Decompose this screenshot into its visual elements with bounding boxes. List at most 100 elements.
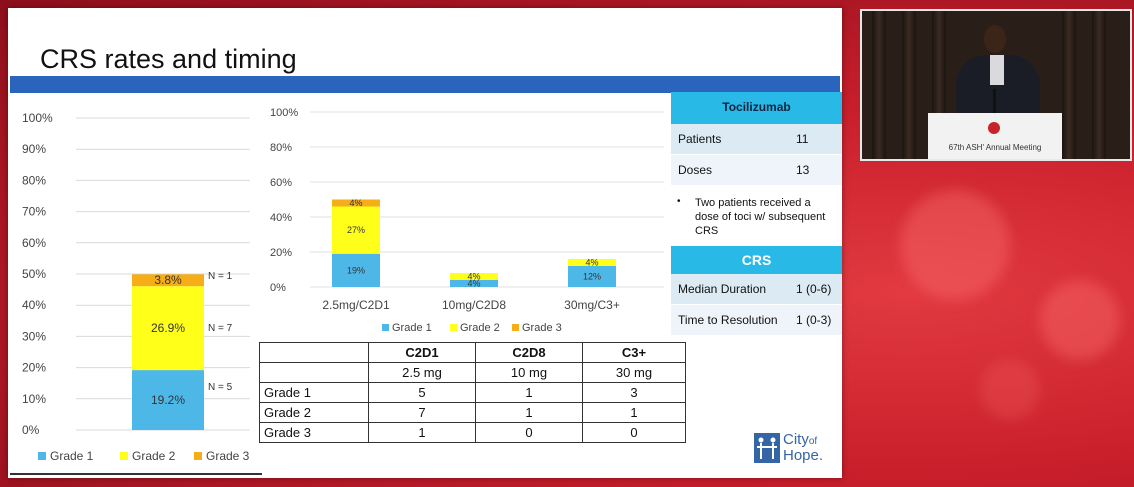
bar-segment <box>132 286 204 371</box>
y-tick-label: 40% <box>270 212 292 224</box>
toci-row-label: Doses <box>678 163 713 177</box>
toci-row-value: 13 <box>796 163 810 177</box>
table-header-cell: C2D8 <box>475 342 583 363</box>
legend-label: Grade 2 <box>460 322 500 334</box>
toci-row-patients: Patients 11 <box>671 124 842 155</box>
toci-row-doses: Doses 13 <box>671 155 842 186</box>
legend-label: Grade 1 <box>50 449 94 463</box>
legend-swatch <box>194 452 202 460</box>
tocilizumab-header: Tocilizumab <box>671 92 842 124</box>
legend-swatch <box>38 452 46 460</box>
x-tick-label: 2.5mg/C2D1 <box>322 298 390 312</box>
slide-title: CRS rates and timing <box>40 44 297 74</box>
crs-row-time-to-resolution: Time to Resolution 1 (0-3) <box>671 305 842 336</box>
presentation-slide: CRS rates and timing 0% 10% 20% 30% 40% 50% 60… <box>8 8 842 478</box>
x-tick-label: 10mg/C2D8 <box>442 298 506 312</box>
y-tick-label: 60% <box>22 236 46 250</box>
data-label: 12% <box>583 272 601 282</box>
y-tick-label: 20% <box>22 361 46 375</box>
legend-label: Grade 3 <box>206 449 250 463</box>
table-cell: 1 <box>475 402 583 423</box>
table-header-cell <box>259 342 369 363</box>
y-tick-label: 100% <box>22 111 53 125</box>
x-tick-label: 30mg/C3+ <box>564 298 620 312</box>
toci-row-label: Patients <box>678 132 722 146</box>
n-label: N = 1 <box>208 271 233 282</box>
dose-table: C2D1 C2D8 C3+ 2.5 mg 10 mg 30 mg Grade 1… <box>259 342 686 443</box>
legend-label: Grade 3 <box>522 322 562 334</box>
bar-segment <box>568 259 616 266</box>
legend-swatch <box>512 324 519 331</box>
y-tick-label: 100% <box>270 107 298 119</box>
podium: 67th ASH' Annual Meeting <box>928 113 1062 159</box>
bar-segment <box>132 370 204 430</box>
y-tick-label: 60% <box>270 177 292 189</box>
legend-label: Grade 2 <box>132 449 176 463</box>
microphone-icon <box>993 89 996 115</box>
bar-segment <box>450 273 498 280</box>
table-cell: 1 <box>368 422 476 443</box>
table-row: Grade 1 5 1 3 <box>259 382 686 403</box>
y-tick-label: 80% <box>270 142 292 154</box>
table-header-row: C2D1 C2D8 C3+ <box>259 342 686 363</box>
data-label: 27% <box>347 225 365 235</box>
crs-row-label: Time to Resolution <box>678 313 778 327</box>
legend-swatch <box>450 324 457 331</box>
y-tick-label: 10% <box>22 392 46 406</box>
table-cell: 5 <box>368 382 476 403</box>
toci-row-value: 11 <box>796 132 809 146</box>
y-tick-label: 50% <box>22 267 46 281</box>
crs-row-value: 1 (0-6) <box>796 282 832 296</box>
y-tick-label: 40% <box>22 298 46 312</box>
bar-segment <box>332 206 380 254</box>
legend-label: Grade 1 <box>392 322 432 334</box>
legend-swatch <box>382 324 389 331</box>
legend-swatch <box>120 452 128 460</box>
bar-segment <box>332 199 380 207</box>
table-cell: 0 <box>475 422 583 443</box>
crs-row-value: 1 (0-3) <box>796 313 832 327</box>
y-tick-label: 80% <box>22 173 46 187</box>
logo-text-city: City <box>783 431 809 448</box>
table-cell: 3 <box>582 382 686 403</box>
table-cell <box>259 362 369 383</box>
data-label: 19.2% <box>151 393 185 407</box>
toci-note: Two patients received a dose of toci w/ … <box>671 186 842 246</box>
table-row: Grade 2 7 1 1 <box>259 402 686 423</box>
data-label: 4% <box>467 279 480 289</box>
podium-text: 67th ASH' Annual Meeting <box>948 143 1042 152</box>
bar-segment <box>450 280 498 287</box>
logo-text-hope: Hope. <box>783 447 824 464</box>
bar-segment <box>568 266 616 287</box>
city-of-hope-logo: Cityof Hope. <box>754 431 824 464</box>
table-cell: 30 mg <box>582 362 686 383</box>
crs-row-label: Median Duration <box>678 282 767 296</box>
table-cell: 7 <box>368 402 476 423</box>
y-tick-label: 20% <box>270 247 292 259</box>
y-tick-label: 30% <box>22 329 46 343</box>
table-row-label: Grade 1 <box>259 382 369 403</box>
n-label: N = 5 <box>208 382 233 393</box>
y-tick-label: 0% <box>22 423 40 437</box>
hope-figures-icon <box>754 433 780 463</box>
table-dose-row: 2.5 mg 10 mg 30 mg <box>259 362 686 383</box>
table-cell: 1 <box>475 382 583 403</box>
data-label: 3.8% <box>154 273 182 287</box>
table-row-label: Grade 2 <box>259 402 369 423</box>
bar-segment <box>332 253 380 287</box>
data-label: 4% <box>349 198 362 208</box>
ash-logo-icon <box>988 122 1000 134</box>
title-bar <box>10 76 840 93</box>
table-header-cell: C2D1 <box>368 342 476 363</box>
speaker-video: 67th ASH' Annual Meeting <box>860 9 1132 161</box>
bar-segment <box>132 274 204 287</box>
stacked-crs-chart: 0% 10% 20% 30% 40% 50% 60% 70% 80% 90% 100% 19.2% 26… <box>10 111 262 475</box>
data-label: 4% <box>467 272 480 282</box>
n-label: N = 7 <box>208 323 233 334</box>
table-cell: 10 mg <box>475 362 583 383</box>
crs-header: CRS <box>671 246 842 274</box>
y-tick-label: 90% <box>22 142 46 156</box>
table-row-label: Grade 3 <box>259 422 369 443</box>
table-cell: 0 <box>582 422 686 443</box>
y-tick-label: 70% <box>22 205 46 219</box>
